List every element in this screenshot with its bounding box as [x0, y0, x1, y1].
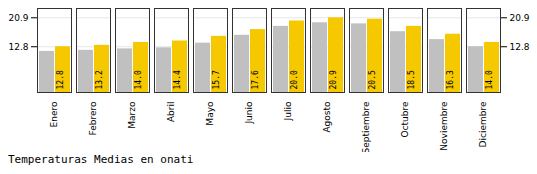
svg-text:20.0: 20.0 [290, 70, 299, 89]
svg-text:20.5: 20.5 [368, 70, 377, 89]
svg-text:Junio: Junio [244, 101, 254, 125]
svg-text:Octubre: Octubre [400, 101, 410, 137]
svg-text:Febrero: Febrero [88, 101, 98, 135]
svg-text:12.8: 12.8 [510, 42, 530, 52]
svg-text:Abril: Abril [166, 102, 176, 123]
svg-text:Enero: Enero [49, 101, 59, 127]
html-text:Temperaturas Medias en onati: Temperaturas Medias en onati [8, 153, 194, 166]
svg-text:Julio: Julio [283, 101, 293, 121]
svg-text:16.3: 16.3 [446, 70, 455, 89]
svg-text:Agosto: Agosto [322, 101, 332, 133]
svg-text:Marzo: Marzo [127, 101, 137, 129]
svg-text:20.9: 20.9 [8, 13, 28, 23]
svg-text:Diciembre: Diciembre [478, 101, 488, 147]
svg-text:13.2: 13.2 [95, 70, 104, 89]
svg-text:20.9: 20.9 [329, 70, 338, 89]
svg-text:14.0: 14.0 [134, 70, 143, 89]
svg-text:12.8: 12.8 [56, 70, 65, 89]
svg-text:Septiembre: Septiembre [361, 101, 371, 152]
svg-text:17.6: 17.6 [251, 70, 260, 89]
svg-text:14.0: 14.0 [485, 70, 494, 89]
svg-text:Mayo: Mayo [205, 101, 215, 126]
svg-text:15.7: 15.7 [212, 70, 221, 89]
svg-text:Noviembre: Noviembre [439, 101, 449, 151]
svg-text:20.9: 20.9 [510, 13, 530, 23]
svg-text:12.8: 12.8 [8, 42, 28, 52]
svg-text:18.5: 18.5 [407, 70, 416, 89]
svg-text:14.4: 14.4 [173, 70, 182, 89]
